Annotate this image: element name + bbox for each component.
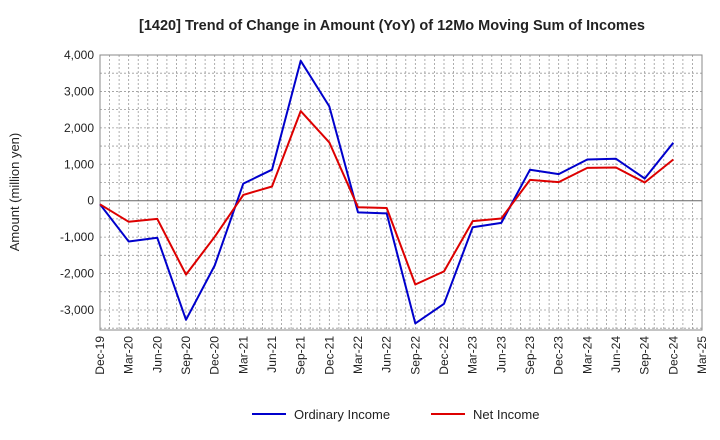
- y-tick-label: 0: [87, 194, 94, 208]
- x-tick-label: Sep-21: [294, 336, 308, 375]
- x-tick-label: Mar-20: [122, 336, 136, 374]
- series-lines: [99, 59, 675, 325]
- y-tick-label: 1,000: [64, 157, 94, 171]
- x-tick-label: Dec-22: [437, 336, 451, 375]
- chart-title: [1420] Trend of Change in Amount (YoY) o…: [139, 18, 645, 34]
- x-tick-labels: Dec-19 Mar-20 Jun-20 Sep-20 Dec-20 Mar-21 Jun-…: [93, 336, 709, 375]
- x-tick-label: Sep-23: [523, 336, 537, 375]
- x-tick-label: Jun-23: [494, 336, 508, 373]
- legend-label-ordinary-income: Ordinary Income: [294, 407, 390, 422]
- y-tick-labels: -3,000 -2,000 -1,000 0 1,000 2,000 3,000 4,000: [60, 48, 94, 317]
- y-axis-label: Amount (million yen): [7, 133, 22, 252]
- x-tick-label: Jun-20: [150, 336, 164, 373]
- x-tick-label: Dec-24: [666, 336, 680, 375]
- x-tick-label: Mar-23: [466, 336, 480, 374]
- x-tick-label: Dec-21: [322, 336, 336, 375]
- plot-frame: [99, 54, 703, 331]
- x-tick-label: Mar-22: [351, 336, 365, 374]
- x-tick-label: Mar-21: [236, 336, 250, 374]
- x-tick-label: Sep-22: [408, 336, 422, 375]
- y-tick-label: -3,000: [60, 303, 94, 317]
- x-tick-label: Dec-19: [93, 336, 107, 375]
- legend-label-net-income: Net Income: [473, 407, 539, 422]
- y-tick-label: -1,000: [60, 230, 94, 244]
- x-tick-label: Jun-21: [265, 336, 279, 373]
- x-tick-label: Mar-24: [580, 336, 594, 374]
- series-line-net-income: [99, 110, 674, 286]
- grid: [100, 55, 702, 330]
- series-line-ordinary-income: [99, 59, 675, 325]
- y-tick-label: 2,000: [64, 121, 94, 135]
- y-tick-label: 3,000: [64, 84, 94, 98]
- legend: Ordinary Income Net Income: [252, 407, 539, 422]
- x-tick-label: Jun-24: [609, 336, 623, 373]
- y-tick-label: -2,000: [60, 267, 94, 281]
- x-tick-label: Sep-20: [179, 336, 193, 375]
- x-tick-label: Sep-24: [638, 336, 652, 375]
- y-tick-label: 4,000: [64, 48, 94, 62]
- x-tick-label: Dec-20: [208, 336, 222, 375]
- x-tick-label: Mar-25: [695, 336, 709, 374]
- x-tick-label: Jun-22: [380, 336, 394, 373]
- x-tick-label: Dec-23: [552, 336, 566, 375]
